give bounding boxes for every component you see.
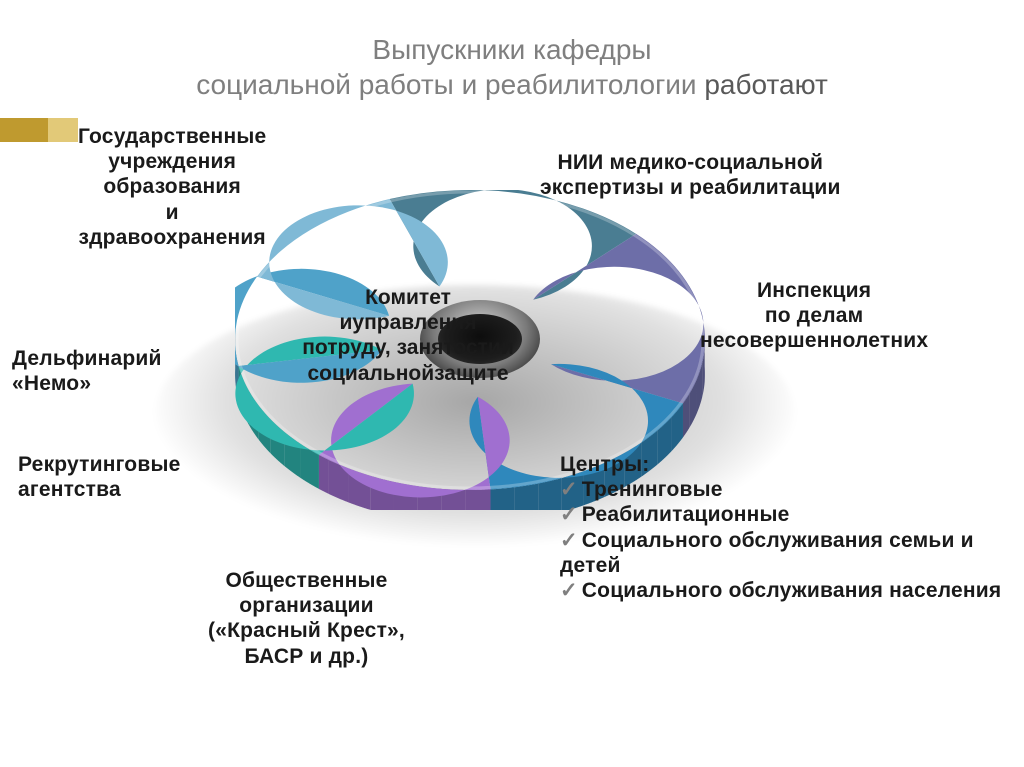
label-recruit: Рекрутинговыеагентства	[18, 452, 180, 502]
slice	[533, 234, 705, 403]
title-line2a: социальной работы и реабилитологии	[196, 69, 704, 100]
label-inspect: Инспекцияпо деламнесовершеннолетних	[700, 278, 928, 354]
label-centers: Центры:ТренинговыеРеабилитационныеСоциал…	[560, 452, 1024, 603]
title-line2b: работают	[704, 69, 827, 100]
accent-bar	[0, 118, 78, 142]
centers-list-item: Социального обслуживания населения	[560, 578, 1024, 603]
label-ngo: Общественныеорганизации(«Красный Крест»,…	[208, 568, 405, 669]
centers-list-item: Реабилитационные	[560, 502, 1024, 527]
slide-title: Выпускники кафедры социальной работы и р…	[0, 32, 1024, 102]
label-nemo: Дельфинарий«Немо»	[12, 346, 162, 396]
centers-list-item: Социального обслуживания семьи и детей	[560, 528, 1024, 578]
label-gov: Государственныеучрежденияобразованияиздр…	[78, 124, 266, 250]
centers-list-item: Тренинговые	[560, 477, 1024, 502]
accent-bar-primary	[0, 118, 48, 142]
center-label: Комитет иуправления потруду, занятостии …	[298, 285, 518, 386]
accent-bar-secondary	[48, 118, 78, 142]
centers-list: ТренинговыеРеабилитационныеСоциального о…	[560, 477, 1024, 603]
title-line1: Выпускники кафедры	[372, 34, 651, 65]
label-nii: НИИ медико-социальнойэкспертизы и реабил…	[540, 150, 841, 200]
